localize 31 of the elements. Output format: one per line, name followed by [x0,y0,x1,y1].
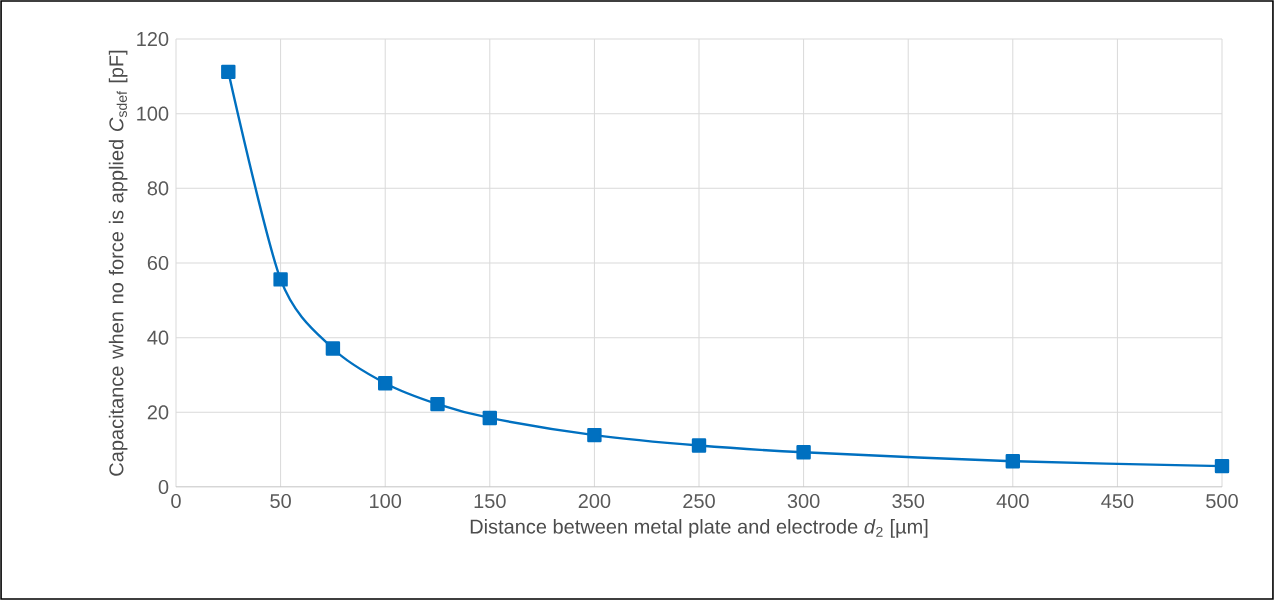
y-axis-title: Capacitance when no force is applied C$_{sdef}$ [pF] [108,50,128,476]
x-tick-label: 200 [578,493,611,509]
point [430,396,445,412]
y-tick-label: 60 [147,255,169,271]
point [1214,458,1230,474]
point [482,410,497,426]
x-tick-label: 100 [370,493,402,509]
point [587,427,602,443]
y-tick-label: 40 [147,330,169,345]
x-axis-title: Distance between metal plate and electrode d$_{2}$ [µm] [470,519,928,538]
y-tick-label: 120 [137,31,169,47]
point [691,438,707,453]
x-tick-label: 0 [171,493,181,509]
point [273,272,288,287]
point [378,376,393,391]
y-tick-label: 80 [147,181,169,196]
y-tick-label: 20 [147,405,169,420]
point [1005,454,1021,469]
point [221,64,236,80]
x-tick-label: 500 [1206,493,1238,509]
x-tick-label: 450 [1101,493,1134,509]
x-tick-label: 350 [892,493,925,509]
y-tick-label: 0 [158,479,169,495]
x-tick-label: 150 [474,493,506,509]
x-tick-label: 250 [683,493,715,509]
point [796,445,811,460]
x-tick-label: 300 [787,493,820,509]
x-tick-label: 400 [996,493,1029,509]
y-tick-label: 100 [137,106,169,121]
x-tick-label: 50 [270,493,291,509]
point [325,341,341,356]
